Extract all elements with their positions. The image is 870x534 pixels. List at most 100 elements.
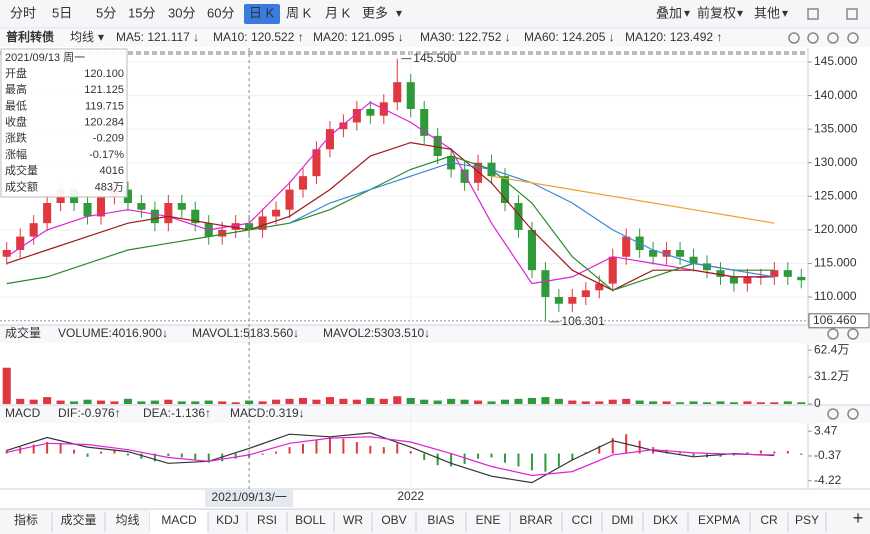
indicator-tab[interactable]: CCI <box>572 513 593 527</box>
indicator-tab[interactable]: RSI <box>257 513 277 527</box>
volume-bar <box>83 399 92 404</box>
volume-bar <box>581 401 590 404</box>
toolbar-button[interactable]: 月 K <box>325 5 351 20</box>
candle-body <box>433 135 442 157</box>
candle-body <box>272 209 281 217</box>
ma-dropdown[interactable]: 均线 <box>70 30 94 44</box>
toolbar-button[interactable]: 5分 <box>96 5 116 20</box>
tooltip-value: -0.209 <box>93 133 124 145</box>
volume-bar <box>554 398 563 404</box>
add-tab-button[interactable]: + <box>853 508 864 528</box>
candle-body <box>702 263 712 271</box>
volume-bar <box>177 401 186 404</box>
indicator-tab[interactable]: 成交量 <box>60 512 96 527</box>
tooltip-key: 成交量 <box>5 163 38 177</box>
toolbar-dropdown[interactable]: 叠加 <box>656 5 682 20</box>
dropdown-caret: ▾ <box>782 6 788 20</box>
indicator-tab[interactable]: WR <box>343 513 363 527</box>
candle-body <box>581 290 590 298</box>
toolbar-dropdown[interactable]: 其他 <box>754 5 780 20</box>
toolbar-button[interactable]: 分时 <box>10 5 36 20</box>
dropdown-caret: ▾ <box>396 6 402 20</box>
toolbar-button[interactable]: 日 K <box>249 5 275 20</box>
tooltip-key: 收盘 <box>5 115 27 129</box>
candle-body <box>743 276 752 284</box>
ma-line <box>6 141 775 291</box>
y-tick-label: 140.000 <box>814 88 858 102</box>
y-tick-label: 145.000 <box>814 54 858 68</box>
volume-bar <box>649 401 658 404</box>
volume-bar <box>123 398 132 404</box>
y-tick-label: 3.47 <box>814 423 838 437</box>
volume-bar <box>339 398 348 404</box>
toolbar <box>0 0 870 28</box>
indicator-tab[interactable]: 指标 <box>14 512 38 527</box>
candle-body <box>662 250 671 257</box>
x-tick-label: 2022 <box>397 489 424 503</box>
volume-bar <box>231 402 240 404</box>
volume-bar <box>662 401 671 404</box>
panel-title: 成交量 <box>5 325 41 340</box>
volume-bar <box>500 399 510 404</box>
indicator-tab[interactable]: EXPMA <box>698 513 740 527</box>
indicator-tab[interactable]: CR <box>760 513 778 527</box>
candle-body <box>123 189 132 204</box>
tooltip-value: 121.125 <box>84 84 124 96</box>
candle-body <box>218 229 227 237</box>
volume-bar <box>527 397 536 404</box>
volume-bar <box>272 399 281 404</box>
dropdown-caret: ▾ <box>737 6 743 20</box>
candle-body <box>622 236 631 257</box>
indicator-tab[interactable]: 均线 <box>115 513 139 527</box>
toolbar-button[interactable]: 周 K <box>286 5 312 20</box>
volume-bar <box>541 397 550 404</box>
volume-bar <box>420 399 429 404</box>
toolbar-button[interactable]: 15分 <box>128 5 155 20</box>
candle-body <box>83 203 92 217</box>
volume-bar <box>608 399 617 404</box>
toolbar-button[interactable]: 30分 <box>168 5 195 20</box>
indicator-tab[interactable]: KDJ <box>216 513 239 527</box>
tooltip-value: 119.715 <box>85 100 124 112</box>
y-tick-label: 130.000 <box>814 155 858 169</box>
indicator-tab[interactable]: BRAR <box>519 513 553 527</box>
active-tab-bg <box>244 4 280 24</box>
indicator-tab[interactable]: BIAS <box>427 513 454 527</box>
candle-body <box>258 216 267 230</box>
candle-body <box>689 256 698 264</box>
candle-body <box>541 270 550 298</box>
indicator-tab[interactable]: DMI <box>612 513 634 527</box>
toolbar-button[interactable]: 更多 <box>362 5 388 20</box>
volume-bar <box>150 400 159 404</box>
candle-body <box>729 276 738 284</box>
indicator-tab[interactable]: OBV <box>381 513 406 527</box>
legend-entry: MAVOL2:5303.510↓ <box>323 326 430 340</box>
price-marker-label: 106.460 <box>813 313 857 327</box>
indicator-tab[interactable]: BOLL <box>295 513 326 527</box>
tooltip-key: 开盘 <box>5 66 27 80</box>
indicator-tab[interactable]: ENE <box>476 513 501 527</box>
tab-bar <box>0 509 870 534</box>
toolbar-dropdown[interactable]: 前复权 <box>697 5 736 20</box>
volume-bar <box>298 397 308 404</box>
candle-body <box>312 149 321 177</box>
y-tick-label: 0 <box>814 396 821 410</box>
volume-bar <box>797 402 806 404</box>
y-tick-label: 135.000 <box>814 121 858 135</box>
candle-body <box>514 203 523 230</box>
toolbar-button[interactable]: 5日 <box>52 5 72 20</box>
active-tab-bg <box>150 510 208 534</box>
indicator-tab[interactable]: DKX <box>653 513 678 527</box>
annotation-label: 145.500 <box>413 51 457 65</box>
candle-body <box>191 209 200 224</box>
indicator-tab[interactable]: PSY <box>795 513 819 527</box>
indicator-tab[interactable]: MACD <box>161 513 197 527</box>
chart-title: 普利转债 <box>6 29 54 44</box>
candle-body <box>406 82 415 110</box>
volume-bar <box>716 401 725 404</box>
volume-bar <box>676 402 685 404</box>
ma-line <box>491 175 775 224</box>
toolbar-button[interactable]: 60分 <box>207 5 234 20</box>
candle-body <box>460 169 469 183</box>
